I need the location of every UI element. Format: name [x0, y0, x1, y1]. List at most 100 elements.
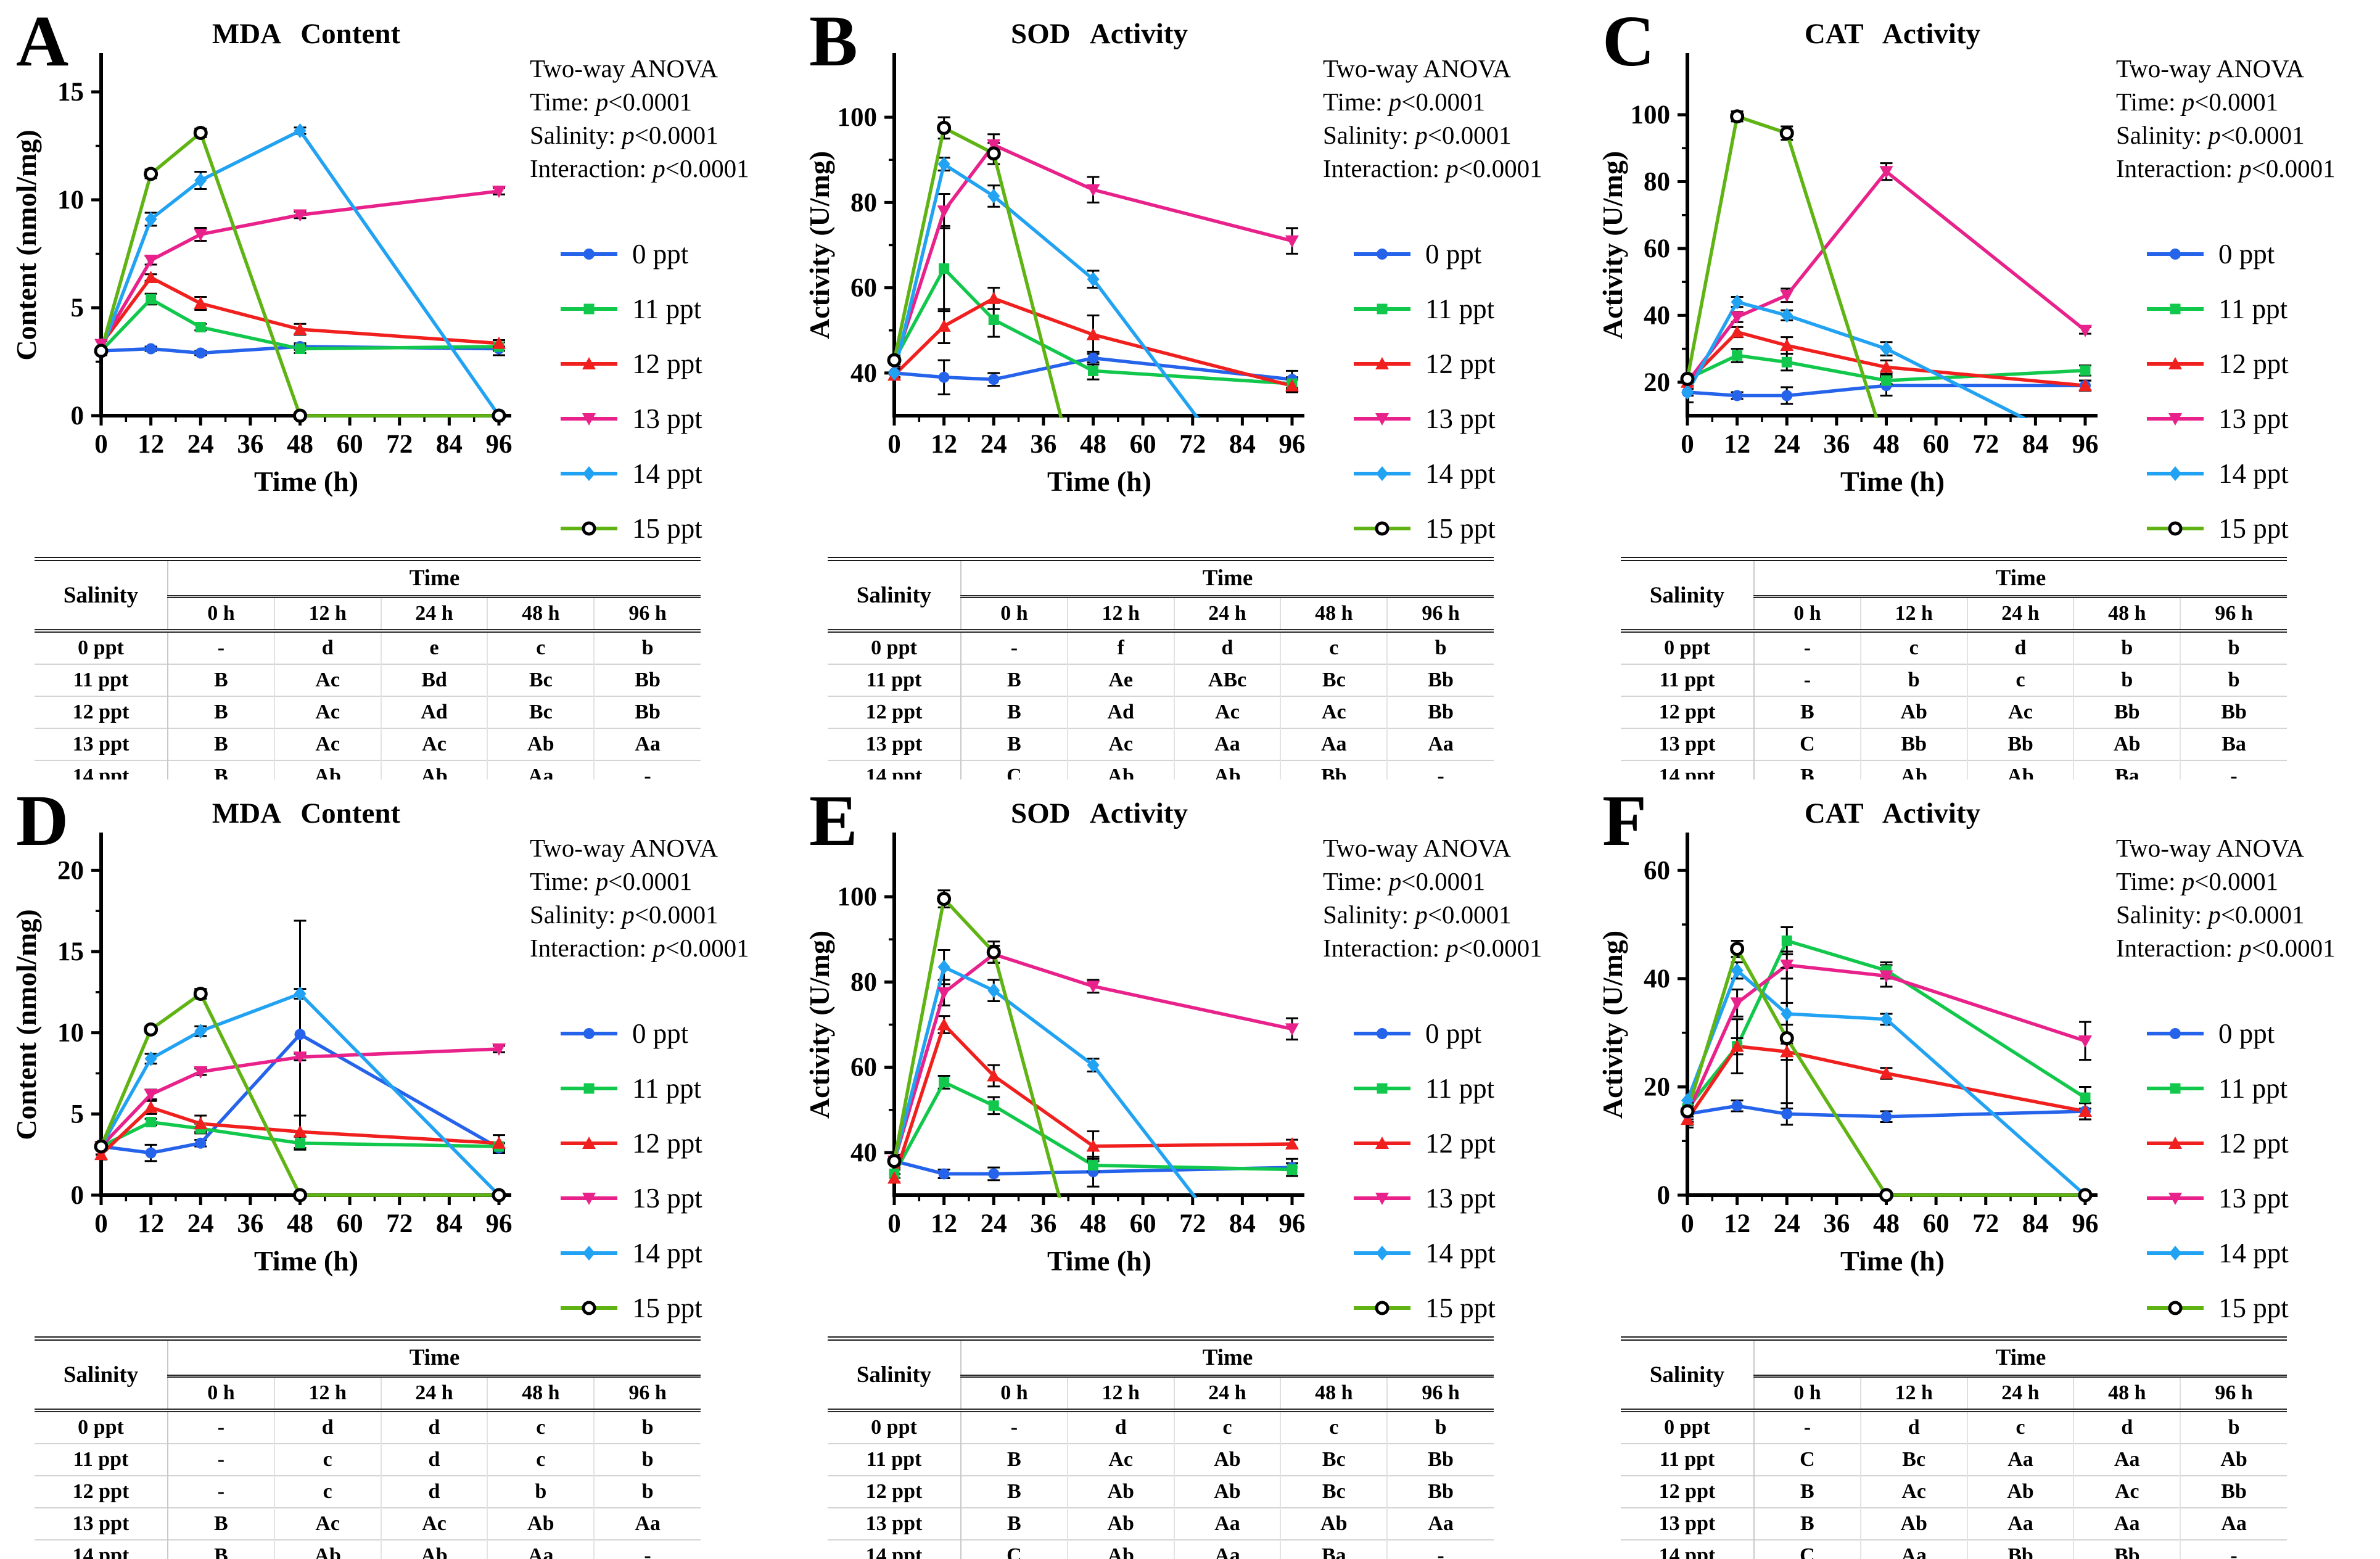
- data-point-marker: [1285, 235, 1299, 248]
- chart-side-column: Two-way ANOVA Time: p<0.0001 Salinity: p…: [2116, 16, 2368, 545]
- legend-label: 0 ppt: [2218, 1018, 2275, 1050]
- legend-label: 11 ppt: [2218, 294, 2288, 325]
- series-line-14-ppt: [99, 129, 501, 417]
- figure-panel-a: A MDA Content 0 5 10 15 0 12 24 36 48 60 72 84 96 Time…: [0, 0, 793, 780]
- x-tick-label: 0: [1681, 1209, 1694, 1238]
- time-col-header: 12 h: [1860, 596, 1968, 633]
- anova-time-line: Time: p<0.0001: [530, 865, 781, 898]
- x-tick-label: 84: [1229, 430, 1256, 459]
- sig-letter-cell: B: [961, 1476, 1068, 1508]
- legend-item-0-ppt: 0 ppt: [1351, 238, 1575, 270]
- anova-salinity-line: Salinity: p<0.0001: [530, 898, 781, 931]
- anova-p: p: [2239, 154, 2252, 183]
- time-col-header: 24 h: [1174, 1376, 1282, 1413]
- data-point-marker: [987, 291, 1001, 304]
- sig-letter-cell: Bb: [2221, 1480, 2247, 1503]
- data-point-marker: [1780, 1045, 1794, 1058]
- salinity-row-label: 0 ppt: [35, 1410, 168, 1444]
- data-point-marker: [937, 319, 951, 332]
- data-point-marker: [582, 1301, 596, 1315]
- salinity-row-label: 13 ppt: [1621, 728, 1755, 761]
- sig-letter-cell: c: [487, 1410, 595, 1444]
- x-tick-label: 36: [237, 1209, 263, 1238]
- sig-letter-cell: Ac: [274, 728, 382, 761]
- open-circle-legend-icon: [2147, 521, 2204, 536]
- sig-letter-cell: -: [168, 1410, 275, 1444]
- anova-note: Two-way ANOVA Time: p<0.0001 Salinity: p…: [1323, 831, 1575, 965]
- y-axis-label: Activity (U/mg): [804, 151, 835, 339]
- x-tick-label: 48: [287, 430, 313, 459]
- anova-text: <0.0001: [2251, 154, 2336, 183]
- legend-label: 15 ppt: [2218, 1293, 2289, 1324]
- data-point-marker: [144, 1100, 158, 1113]
- time-col-header: 0 h: [1754, 596, 1861, 633]
- data-point-marker: [1730, 1039, 1744, 1052]
- table-row: 14 ppt B Ab Ab Ba -: [1621, 760, 2287, 780]
- anova-text: Interaction:: [1323, 154, 1446, 183]
- legend-label: 11 ppt: [632, 1073, 702, 1104]
- sig-letter-cell: b: [487, 1476, 595, 1508]
- sig-letter-cell: Ab: [1860, 760, 1968, 780]
- data-point-marker: [1087, 352, 1099, 364]
- table-row: 0 ppt - d e c b: [35, 631, 701, 665]
- sig-letter-cell: Ba: [2073, 760, 2181, 780]
- circle-legend-icon: [561, 249, 617, 260]
- data-point-marker: [937, 205, 951, 218]
- sig-letter-cell: C: [1754, 728, 1861, 761]
- salinity-header: Salinity: [1621, 559, 1755, 633]
- x-tick-label: 12: [1724, 1209, 1750, 1238]
- sig-letter-cell: B: [961, 696, 1068, 729]
- x-axis-label: Time (h): [254, 1245, 358, 1277]
- y-axis-label: Activity (U/mg): [804, 931, 835, 1119]
- table-row: 13 ppt B Ab Aa Ab Aa: [828, 1508, 1494, 1540]
- time-col-header: 48 h: [1280, 596, 1388, 633]
- chart-legend: 0 ppt 11 ppt 12 ppt 13 ppt 14 ppt 15 ppt: [1323, 1018, 1575, 1324]
- legend-item-12-ppt: 12 ppt: [558, 348, 781, 380]
- data-point-marker: [195, 1137, 207, 1149]
- sig-letter-cell: d: [381, 1476, 488, 1508]
- time-col-header: 48 h: [2073, 1376, 2181, 1413]
- sig-letter-cell: Ab: [1174, 1476, 1282, 1508]
- table-row: 12 ppt B Ac Ad Bc Bb: [35, 696, 701, 729]
- sig-letter-cell: Bc: [1860, 1444, 1968, 1476]
- legend-item-13-ppt: 13 ppt: [558, 1182, 781, 1214]
- table-row: 12 ppt B Ac Ab Ac Bb: [1621, 1476, 2287, 1508]
- chart-legend: 0 ppt 11 ppt 12 ppt 13 ppt 14 ppt 15 ppt: [2116, 238, 2368, 545]
- salinity-row-label: 11 ppt: [35, 1444, 168, 1476]
- data-point-marker: [583, 1028, 595, 1040]
- sig-letter-cell: Bb: [1428, 1480, 1454, 1503]
- legend-item-12-ppt: 12 ppt: [1351, 348, 1575, 380]
- table-row: 0 ppt - f d c b: [828, 631, 1494, 665]
- salinity-row-label: 12 ppt: [828, 1476, 961, 1508]
- circle-legend-icon: [1354, 1028, 1410, 1040]
- salinity-row-label: 11 ppt: [1621, 664, 1755, 697]
- table-row: 12 ppt - c d b b: [35, 1476, 701, 1508]
- time-col-header: 96 h: [1387, 596, 1494, 633]
- data-point-marker: [1375, 413, 1389, 426]
- sig-letter-cell: Aa: [1967, 1508, 2075, 1540]
- data-point-marker: [939, 263, 950, 274]
- salinity-row-label: 14 ppt: [1621, 1540, 1755, 1559]
- salinity-row-label: 12 ppt: [35, 1476, 168, 1508]
- anova-text: <0.0001: [2251, 934, 2336, 963]
- data-point-marker: [1731, 294, 1744, 310]
- x-tick-label: 72: [1179, 430, 1206, 459]
- sod-activity-chart-b: SOD Activity 40 60 80 100 0 12 24 36 48 60 72 84 96 Ti…: [804, 18, 1306, 497]
- time-col-header: 12 h: [1860, 1376, 1968, 1413]
- x-tick-label: 24: [981, 1209, 1007, 1238]
- legend-label: 14 ppt: [2218, 1238, 2289, 1269]
- anova-p: p: [1415, 900, 1428, 929]
- x-tick-label: 48: [1080, 1209, 1106, 1238]
- x-tick-label: 60: [1130, 430, 1156, 459]
- panel-label-d: D: [16, 780, 69, 861]
- anova-text: Time:: [1323, 867, 1389, 896]
- sig-letter-cell: Ba: [1280, 1540, 1388, 1559]
- data-point-marker: [887, 1154, 902, 1169]
- diamond-legend-icon: [2147, 1246, 2204, 1261]
- time-header: Time: [168, 559, 701, 599]
- square-legend-icon: [1354, 1083, 1410, 1094]
- data-point-marker: [293, 209, 307, 222]
- sig-letter-cell: d: [1967, 631, 2075, 665]
